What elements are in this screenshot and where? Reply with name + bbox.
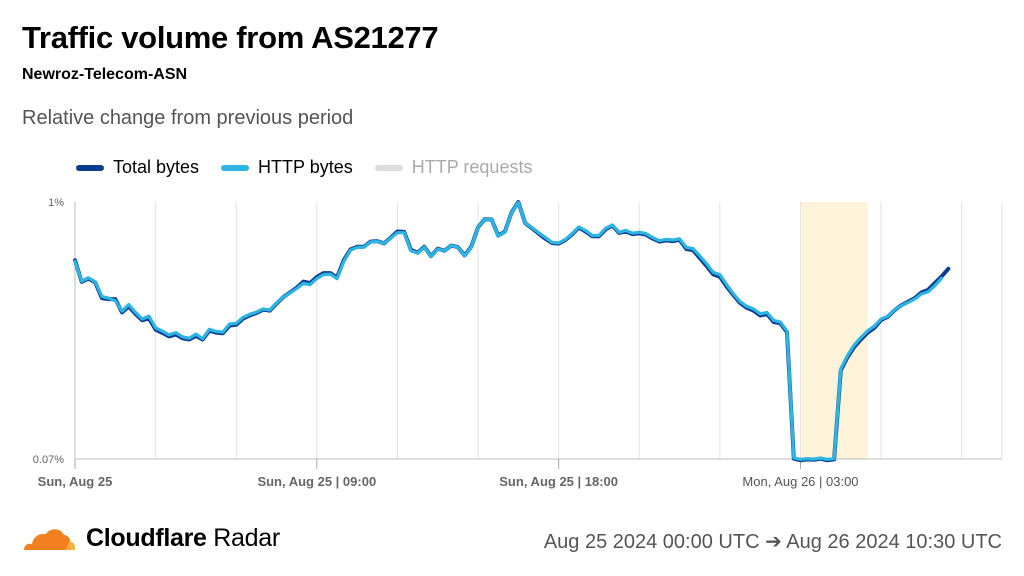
cloudflare-radar-logo: Cloudflare Radar	[20, 524, 280, 553]
legend-item-http-bytes[interactable]: HTTP bytes	[221, 157, 353, 178]
brand-name-bold: Cloudflare	[86, 524, 207, 552]
legend-item-http-requests[interactable]: HTTP requests	[374, 157, 533, 178]
x-tick-label: Sun, Aug 25 | 09:00	[257, 474, 376, 489]
y-tick-label: 1%	[48, 197, 64, 209]
highlight-band	[800, 202, 868, 459]
legend-label-total-bytes: Total bytes	[113, 157, 200, 177]
x-tick-label: Sun, Aug 25	[38, 474, 113, 489]
legend-item-total-bytes[interactable]: Total bytes	[76, 157, 199, 178]
x-tick-label: Sun, Aug 25 | 18:00	[499, 474, 618, 489]
chart-description: Relative change from previous period	[22, 107, 354, 129]
cloudflare-cloud-icon	[24, 528, 75, 550]
brand-name: Cloudflare Radar	[86, 524, 280, 553]
legend-swatch-total-bytes	[76, 164, 104, 171]
legend-swatch-http-bytes	[221, 164, 250, 171]
chart-subtitle: Newroz-Telecom-ASN	[22, 66, 188, 83]
legend-swatch-http-requests	[374, 164, 403, 171]
legend-label-http-bytes: HTTP bytes	[258, 157, 353, 177]
series-line-http-bytes	[73, 200, 944, 461]
y-tick-label: 0.07%	[33, 454, 64, 466]
chart-legend: Total bytes HTTP bytes HTTP requests	[76, 157, 532, 178]
chart-title: Traffic volume from AS21277	[22, 20, 439, 55]
date-range: Aug 25 2024 00:00 UTC ➔ Aug 26 2024 10:3…	[543, 531, 1002, 553]
brand-name-regular: Radar	[213, 524, 280, 552]
legend-label-http-requests: HTTP requests	[411, 157, 533, 177]
x-tick-label: Mon, Aug 26 | 03:00	[742, 474, 858, 489]
traffic-line-chart: 1% 0.07% Sun, Aug 25 Sun, Aug 25 | 09:00 Sun…	[33, 197, 1003, 489]
